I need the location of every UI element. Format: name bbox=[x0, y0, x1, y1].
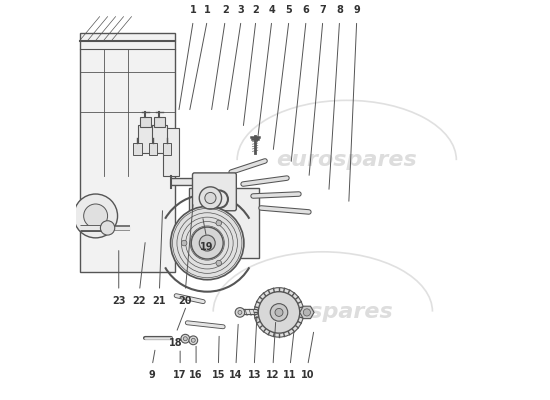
Text: 21: 21 bbox=[153, 296, 166, 306]
Text: 7: 7 bbox=[320, 5, 326, 15]
Text: 15: 15 bbox=[212, 370, 225, 380]
Text: 23: 23 bbox=[112, 296, 125, 306]
Circle shape bbox=[216, 260, 222, 266]
Text: 9: 9 bbox=[149, 370, 156, 380]
Text: 1: 1 bbox=[204, 5, 211, 15]
FancyBboxPatch shape bbox=[140, 117, 151, 127]
Text: 16: 16 bbox=[189, 370, 203, 380]
Circle shape bbox=[275, 308, 283, 316]
FancyBboxPatch shape bbox=[133, 143, 142, 154]
Circle shape bbox=[303, 309, 311, 316]
Text: 18: 18 bbox=[169, 338, 183, 348]
Text: 19: 19 bbox=[200, 242, 213, 252]
FancyBboxPatch shape bbox=[163, 128, 179, 176]
FancyBboxPatch shape bbox=[192, 173, 236, 211]
Circle shape bbox=[182, 240, 187, 246]
Circle shape bbox=[254, 288, 304, 337]
Text: 10: 10 bbox=[301, 370, 315, 380]
Text: 12: 12 bbox=[266, 370, 280, 380]
Circle shape bbox=[238, 310, 242, 314]
Text: eurospares: eurospares bbox=[252, 302, 393, 322]
Circle shape bbox=[191, 338, 195, 342]
Text: 2: 2 bbox=[252, 5, 259, 15]
Circle shape bbox=[199, 187, 222, 209]
FancyBboxPatch shape bbox=[189, 188, 259, 258]
Text: 3: 3 bbox=[238, 5, 245, 15]
FancyBboxPatch shape bbox=[154, 117, 165, 127]
Text: eurospares: eurospares bbox=[276, 150, 417, 170]
FancyBboxPatch shape bbox=[80, 32, 175, 272]
Text: 11: 11 bbox=[283, 370, 297, 380]
Text: 5: 5 bbox=[285, 5, 293, 15]
Circle shape bbox=[101, 221, 115, 235]
Circle shape bbox=[205, 192, 216, 204]
Circle shape bbox=[74, 194, 118, 238]
Text: 20: 20 bbox=[179, 296, 192, 306]
Text: 13: 13 bbox=[248, 370, 261, 380]
FancyBboxPatch shape bbox=[152, 126, 167, 153]
Circle shape bbox=[235, 308, 245, 317]
Circle shape bbox=[181, 334, 190, 343]
Circle shape bbox=[170, 206, 244, 280]
Text: 22: 22 bbox=[133, 296, 146, 306]
FancyBboxPatch shape bbox=[138, 126, 153, 153]
Text: 4: 4 bbox=[268, 5, 275, 15]
Circle shape bbox=[189, 336, 197, 345]
Circle shape bbox=[191, 227, 223, 259]
Circle shape bbox=[183, 337, 188, 341]
Circle shape bbox=[199, 235, 215, 251]
Text: 9: 9 bbox=[353, 5, 360, 15]
Circle shape bbox=[84, 204, 108, 228]
Text: 2: 2 bbox=[222, 5, 229, 15]
Text: 17: 17 bbox=[173, 370, 187, 380]
Circle shape bbox=[258, 292, 300, 333]
Text: 1: 1 bbox=[190, 5, 197, 15]
Text: 6: 6 bbox=[302, 5, 310, 15]
FancyBboxPatch shape bbox=[163, 143, 172, 154]
Text: 14: 14 bbox=[229, 370, 243, 380]
FancyBboxPatch shape bbox=[150, 143, 157, 154]
Circle shape bbox=[216, 220, 222, 226]
Circle shape bbox=[270, 304, 288, 321]
Text: 8: 8 bbox=[336, 5, 343, 15]
